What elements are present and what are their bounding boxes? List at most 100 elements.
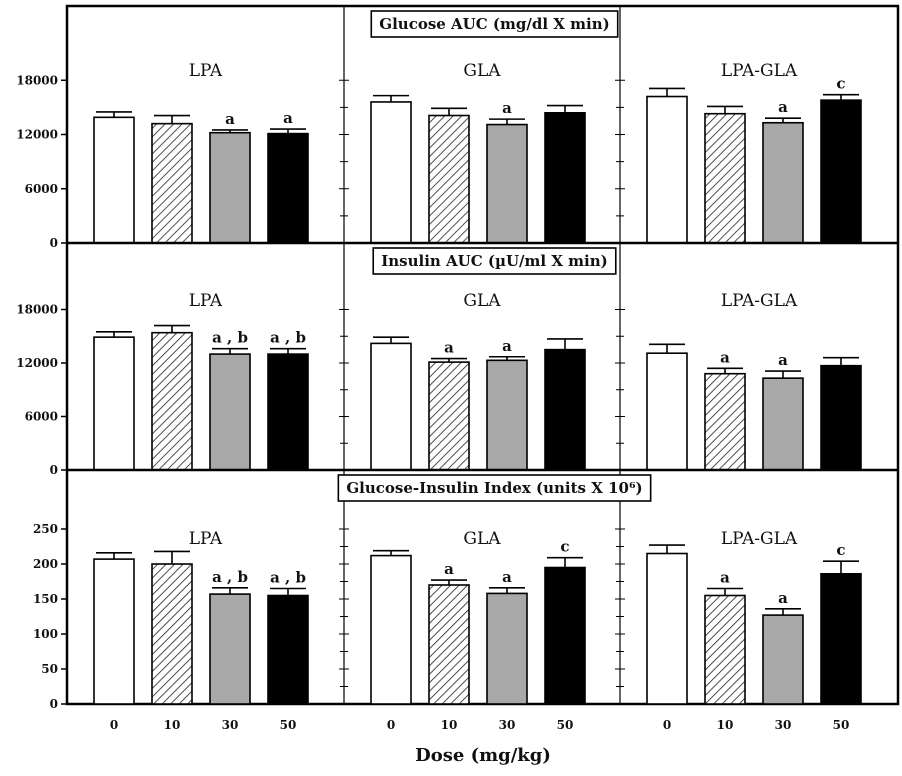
y-tick-label: 0: [50, 236, 58, 250]
y-tick-label: 100: [33, 627, 58, 641]
bar: [486, 123, 528, 244]
bar: [93, 116, 135, 244]
group-label: LPA: [189, 291, 223, 311]
bar: [209, 593, 251, 705]
significance-label: c: [836, 75, 845, 93]
y-tick-label: 12000: [16, 128, 58, 142]
significance-label: a: [778, 351, 788, 369]
significance-label: a: [502, 99, 512, 117]
group-label: GLA: [463, 291, 501, 311]
bar: [370, 342, 412, 471]
x-tick-label: 10: [164, 718, 181, 732]
significance-label: a: [502, 568, 512, 586]
x-tick-label: 50: [557, 718, 574, 732]
bar: [704, 372, 746, 471]
bar: [267, 353, 309, 471]
significance-label: a: [720, 348, 730, 366]
bar: [704, 112, 746, 244]
panel-3: 0 50 100 150 200 250 LPA a , b a , b GLA a a c LPA-GL…: [33, 468, 898, 711]
significance-label: a: [444, 339, 454, 357]
group-label: LPA-GLA: [721, 529, 798, 549]
y-tick-label: 6000: [25, 410, 58, 424]
bar: [267, 594, 309, 705]
y-tick-label: 18000: [16, 73, 58, 87]
bar: [544, 348, 586, 471]
bar: [820, 364, 862, 471]
panel-title: Glucose-Insulin Index (units X 10⁶): [346, 479, 642, 497]
x-axis-label: Dose (mg/kg): [415, 745, 551, 766]
x-tick-label: 50: [280, 718, 297, 732]
bar: [370, 101, 412, 244]
panel-2: 0 6000 12000 18000 LPA a , b a , b GLA a a LPA-GLA…: [16, 241, 898, 477]
bar: [209, 131, 251, 244]
group-label: LPA-GLA: [721, 291, 798, 311]
bar: [486, 359, 528, 471]
group-label: LPA-GLA: [721, 61, 798, 81]
y-tick-label: 200: [33, 557, 58, 571]
panel-title-box: [337, 474, 652, 502]
bar: [209, 353, 251, 471]
y-tick-label: 50: [41, 662, 58, 676]
y-tick-label: 6000: [25, 182, 58, 196]
bar: [428, 584, 470, 705]
bar: [646, 95, 688, 244]
bar: [428, 114, 470, 244]
bar: [544, 566, 586, 705]
significance-label: a: [778, 98, 788, 116]
x-tick-label: 10: [717, 718, 734, 732]
bar: [762, 377, 804, 471]
y-tick-label: 18000: [16, 303, 58, 317]
significance-label: a , b: [212, 329, 248, 347]
significance-label: a , b: [270, 329, 306, 347]
bar: [151, 563, 193, 705]
panel-title-box: [370, 10, 619, 38]
bar: [486, 592, 528, 705]
bar: [646, 552, 688, 705]
significance-label: a: [778, 589, 788, 607]
bar: [544, 112, 586, 244]
group-label: LPA: [189, 529, 223, 549]
panel-title-box: [372, 247, 617, 275]
significance-label: a: [283, 109, 293, 127]
bar: [151, 331, 193, 471]
y-tick-label: 150: [33, 592, 58, 606]
group-label: LPA: [189, 61, 223, 81]
bar: [267, 132, 309, 244]
group-label: GLA: [463, 529, 501, 549]
x-tick-label: 0: [110, 718, 118, 732]
y-tick-label: 0: [50, 697, 58, 711]
x-tick-label: 30: [499, 718, 516, 732]
group-label: GLA: [463, 61, 501, 81]
significance-label: a: [720, 569, 730, 587]
y-tick-label: 12000: [16, 356, 58, 370]
bar: [151, 122, 193, 244]
x-tick-label: 30: [222, 718, 239, 732]
significance-label: a: [502, 337, 512, 355]
x-tick-label: 50: [833, 718, 850, 732]
y-tick-label: 250: [33, 522, 58, 536]
bar: [93, 558, 135, 705]
significance-label: c: [560, 538, 569, 556]
significance-label: c: [836, 541, 845, 559]
significance-label: a: [444, 560, 454, 578]
y-tick-label: 0: [50, 463, 58, 477]
panel-title: Glucose AUC (mg/dl X min): [379, 15, 609, 33]
significance-label: a , b: [212, 568, 248, 586]
bar: [93, 336, 135, 471]
panel-title: Insulin AUC (µU/ml X min): [381, 252, 608, 270]
x-tick-label: 30: [775, 718, 792, 732]
bar: [820, 99, 862, 244]
bar: [428, 361, 470, 471]
x-tick-label: 0: [387, 718, 395, 732]
bar: [370, 554, 412, 705]
significance-label: a: [225, 110, 235, 128]
significance-label: a , b: [270, 569, 306, 587]
x-tick-label: 10: [441, 718, 458, 732]
x-tick-label: 0: [663, 718, 671, 732]
bar: [820, 572, 862, 705]
plot-frame: [65, 4, 900, 706]
bar: [762, 121, 804, 244]
